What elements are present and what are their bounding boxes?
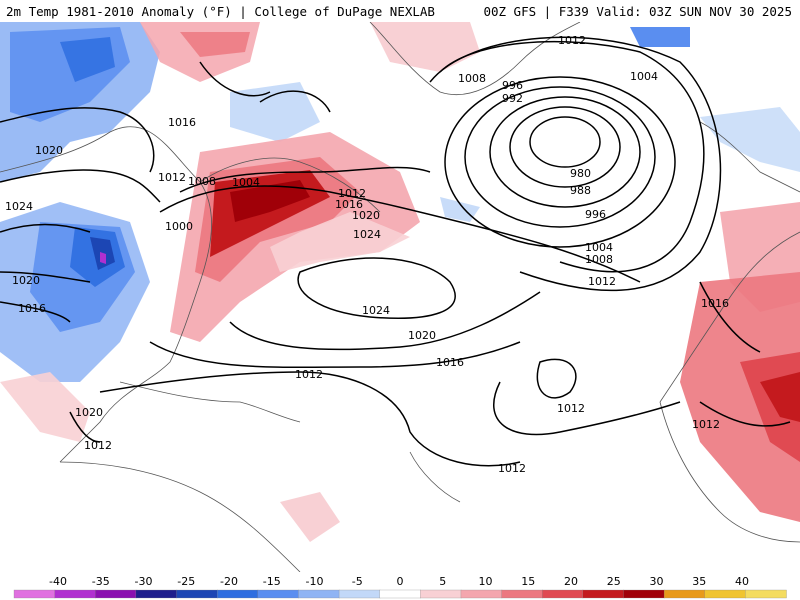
isobar-label: 1020: [75, 406, 103, 419]
model-run-label: 00Z GFS | F339 Valid: 03Z SUN NOV 30 202…: [483, 4, 792, 19]
colorbar-swatch: [217, 589, 259, 599]
colorbar-swatch: [135, 589, 178, 599]
colorbar-swatch: [95, 589, 137, 599]
colorbar-tick: -10: [306, 575, 324, 588]
colorbar-swatch: [623, 589, 665, 599]
colorbar-swatch: [420, 589, 462, 599]
colorbar-swatch: [542, 589, 584, 599]
isobar-label: 1004: [232, 176, 260, 189]
isobar-label: 1012: [558, 34, 586, 47]
isobar-label: 1012: [498, 462, 526, 475]
isobar-label: 1012: [338, 187, 366, 200]
isobar-label: 1012: [84, 439, 112, 452]
isobar-label: 1020: [352, 209, 380, 222]
colorbar-tick: -20: [220, 575, 238, 588]
isobar-label: 1016: [701, 297, 729, 310]
colorbar-tick: -5: [352, 575, 363, 588]
isobar-label: 1008: [188, 175, 216, 188]
isobar-label: 1016: [18, 302, 46, 315]
colorbar-swatch: [338, 589, 381, 599]
colorbar-swatch: [176, 589, 218, 599]
isobar-label: 1024: [362, 304, 390, 317]
isobar-label: 1012: [295, 368, 323, 381]
colorbar-tick: 5: [439, 575, 446, 588]
colorbar-tick: 40: [735, 575, 749, 588]
isobar-labels: 1012 1008 996 992 1004 1016 1020 980 988…: [5, 34, 729, 475]
colorbar-tick: 0: [397, 575, 404, 588]
colorbar-tick: 35: [692, 575, 706, 588]
isobar-label: 1012: [692, 418, 720, 431]
isobar-label: 1004: [630, 70, 658, 83]
isobar-label: 1024: [5, 200, 33, 213]
colorbar-tick: 20: [564, 575, 578, 588]
colorbar-tick: 30: [650, 575, 664, 588]
isobar-label: 980: [570, 167, 591, 180]
isobar-label: 1008: [458, 72, 486, 85]
isobar-label: 996: [585, 208, 606, 221]
isobar-label: 1012: [588, 275, 616, 288]
colorbar: -40 -35 -30 -25 -20 -15 -10 -5 0 5 10 15…: [0, 572, 800, 600]
isobar-label: 1000: [165, 220, 193, 233]
isobar-label: 1020: [12, 274, 40, 287]
header: 2m Temp 1981-2010 Anomaly (°F) | College…: [0, 0, 800, 22]
isobar-label: 1020: [35, 144, 63, 157]
isobar-contours: [0, 36, 791, 467]
isobar-label: 988: [570, 184, 591, 197]
colorbar-tick: -30: [135, 575, 153, 588]
colorbar-swatches: [13, 589, 787, 599]
colorbar-swatch: [379, 589, 421, 599]
colorbar-tick: 10: [479, 575, 493, 588]
warm-anomaly-areas: [0, 22, 800, 542]
isobar-label: 1016: [335, 198, 363, 211]
colorbar-swatch: [745, 589, 787, 599]
colorbar-swatch: [257, 589, 300, 599]
colorbar-tick: -25: [177, 575, 195, 588]
colorbar-swatch: [298, 589, 340, 599]
colorbar-tick: -35: [92, 575, 110, 588]
isobar-label: 1012: [158, 171, 186, 184]
colorbar-swatch: [13, 589, 56, 599]
colorbar-tick: 15: [521, 575, 535, 588]
cool-anomaly-areas: [0, 22, 800, 382]
colorbar-swatch: [54, 589, 96, 599]
isobar-label: 992: [502, 92, 523, 105]
colorbar-swatch: [704, 589, 747, 599]
colorbar-swatch: [582, 589, 625, 599]
colorbar-ticks: -40 -35 -30 -25 -20 -15 -10 -5 0 5 10 15…: [49, 575, 749, 588]
colorbar-swatch: [460, 589, 503, 599]
isobar-label: 1024: [353, 228, 381, 241]
colorbar-tick: -40: [49, 575, 67, 588]
colorbar-tick: -15: [263, 575, 281, 588]
isobar-label: 1020: [408, 329, 436, 342]
isobar-label: 1004: [585, 241, 613, 254]
map-title: 2m Temp 1981-2010 Anomaly (°F) | College…: [6, 4, 435, 19]
isobar-label: 1016: [168, 116, 196, 129]
anomaly-map: 1012 1008 996 992 1004 1016 1020 980 988…: [0, 22, 800, 572]
isobar-label: 1008: [585, 253, 613, 266]
isobar-label: 996: [502, 79, 523, 92]
isobar-label: 1012: [557, 402, 585, 415]
colorbar-swatch: [501, 589, 543, 599]
colorbar-swatch: [663, 589, 706, 599]
coastlines: [0, 22, 800, 572]
isobar-label: 1016: [436, 356, 464, 369]
colorbar-tick: 25: [607, 575, 621, 588]
